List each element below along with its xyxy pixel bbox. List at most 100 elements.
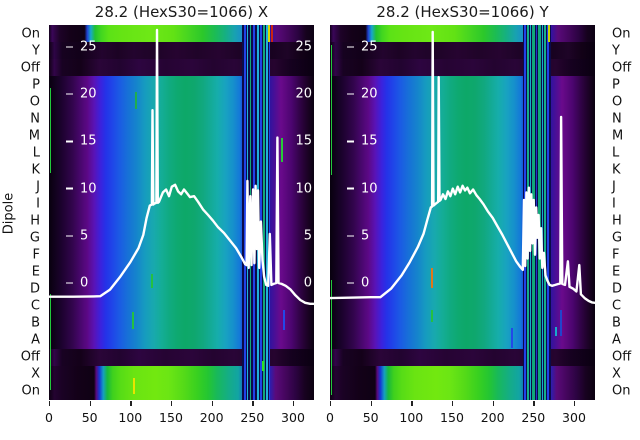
row-labels-right: On Y Off P O N M L K J I H G F E D C B A Off X On — [609, 25, 640, 400]
overlay-tick-label: 15 — [66, 134, 97, 149]
heatmap-artifact — [431, 310, 433, 322]
overlay-curve — [330, 30, 595, 304]
vertical-stripe — [541, 25, 543, 400]
overlay-tick-label: 0 — [66, 276, 88, 291]
heatmap-artifact — [330, 45, 332, 175]
row-label: L — [32, 145, 40, 161]
vertical-stripe — [547, 25, 549, 400]
x-tick-label: 100 — [399, 410, 424, 425]
overlay-tick-value: 10 — [361, 181, 378, 197]
heatmap-artifact — [511, 328, 513, 348]
row-label: N — [30, 111, 40, 127]
heatmap-panel: 25 20 15 10 5 0 25 20 15 10 5 0 — [49, 25, 314, 400]
overlay-tick-label: 10 — [66, 181, 97, 196]
overlay-tick-label: 5 — [66, 228, 88, 243]
overlay-tick-label-right: 0 — [303, 275, 312, 291]
row-label: J — [612, 179, 616, 195]
heatmap-panel: 25 20 15 10 5 0 — [330, 25, 595, 400]
x-tick-label: 150 — [159, 410, 183, 425]
overlay-tick-mark — [347, 46, 354, 48]
row-label: D — [29, 281, 40, 297]
row-label: A — [612, 332, 621, 348]
overlay-tick-value: 5 — [361, 228, 370, 244]
overlay-tick-value: 5 — [80, 228, 89, 244]
overlay-tick-value: 10 — [80, 181, 97, 197]
overlay-tick-mark — [66, 235, 73, 237]
overlay-tick-label: 5 — [347, 228, 369, 243]
row-label: P — [612, 77, 620, 93]
row-label: F — [612, 247, 620, 263]
overlay-tick-mark — [66, 140, 73, 143]
heatmap-artifact — [548, 25, 550, 42]
x-tick-label: 50 — [81, 410, 98, 425]
row-label: H — [30, 213, 40, 229]
overlay-tick-mark — [347, 235, 354, 237]
overlay-curve-line — [330, 30, 595, 304]
heatmap-artifact — [132, 312, 134, 329]
overlay-tick-value: 20 — [80, 86, 97, 102]
x-tick-label: 0 — [326, 410, 334, 425]
overlay-tick-value: 25 — [361, 39, 378, 55]
row-label: I — [612, 196, 616, 212]
panel-title: 28.2 (HexS30=1066) Y — [376, 3, 549, 21]
x-tick-mark — [492, 401, 494, 406]
overlay-tick-value: 0 — [80, 275, 89, 291]
overlay-tick-value: 25 — [80, 39, 97, 55]
row-label: M — [28, 128, 40, 144]
vertical-stripe — [538, 25, 541, 400]
x-tick-label: 300 — [562, 410, 586, 425]
row-label: G — [612, 230, 623, 246]
overlay-tick-mark — [66, 187, 73, 190]
overlay-tick-value: 15 — [80, 133, 97, 149]
heatmap-artifact — [330, 280, 332, 395]
vertical-stripe — [544, 25, 546, 400]
heatmap-artifact — [49, 88, 51, 173]
row-label: Off — [20, 60, 40, 76]
row-label: E — [31, 264, 40, 280]
row-label: M — [612, 128, 624, 144]
vertical-stripe — [266, 25, 268, 400]
row-label: A — [31, 332, 40, 348]
row-label: H — [612, 213, 622, 229]
row-label: J — [36, 179, 40, 195]
row-label: B — [31, 315, 40, 331]
row-label: N — [612, 111, 622, 127]
x-tick-mark — [252, 401, 254, 406]
overlay-tick-mark — [347, 187, 354, 190]
overlay-tick-label: 10 — [347, 181, 378, 196]
vertical-stripe — [263, 25, 265, 400]
row-label: On — [612, 383, 631, 399]
row-label: L — [612, 145, 620, 161]
row-label: X — [612, 366, 621, 382]
overlay-tick-mark — [347, 93, 354, 95]
x-tick-mark — [89, 401, 91, 406]
heatmap-artifact — [555, 327, 557, 336]
overlay-tick-mark — [66, 46, 73, 48]
row-label: E — [612, 264, 621, 280]
x-tick-label: 200 — [199, 410, 224, 425]
overlay-tick-label: 0 — [347, 276, 369, 291]
x-tick-mark — [411, 401, 413, 406]
row-label: K — [31, 162, 40, 178]
row-label: Off — [20, 349, 40, 365]
vertical-stripe — [243, 25, 246, 400]
row-label: Off — [612, 60, 632, 76]
row-label: D — [612, 281, 623, 297]
x-tick-mark — [130, 401, 132, 406]
row-label: I — [36, 196, 40, 212]
row-labels-left: On Y Off P O N M L K J I H G F E D C B A Off X On — [0, 25, 45, 400]
overlay-tick-label: 25 — [66, 40, 97, 55]
overlay-tick-label-right: 5 — [303, 228, 312, 244]
overlay-tick-label: 20 — [347, 87, 378, 102]
overlay-tick-label: 20 — [66, 87, 97, 102]
row-label: B — [612, 315, 621, 331]
x-tick-label: 250 — [521, 410, 546, 425]
row-label: On — [612, 26, 631, 42]
heatmap-artifact — [133, 378, 135, 394]
x-tick-mark — [533, 401, 535, 406]
x-tick-label: 300 — [281, 410, 305, 425]
row-label: C — [30, 298, 40, 314]
heatmap-artifact — [271, 25, 273, 42]
overlay-curve-line — [49, 28, 314, 305]
overlay-curve — [49, 28, 314, 305]
